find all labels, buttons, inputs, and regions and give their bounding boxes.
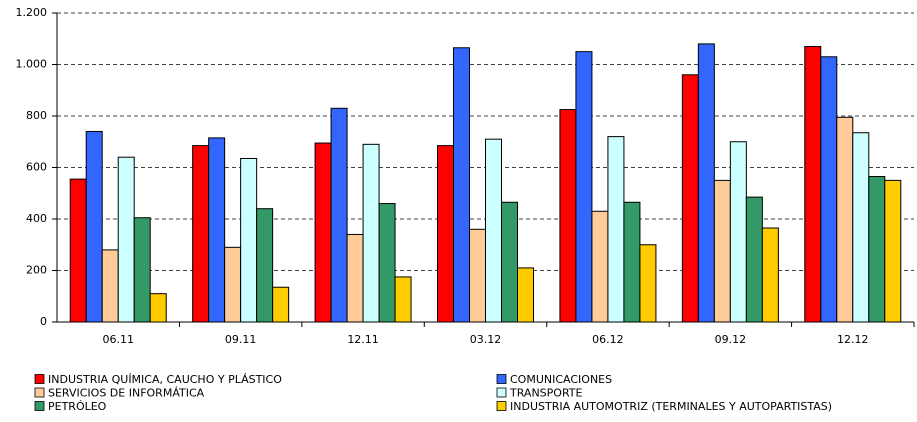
legend-swatch	[496, 374, 507, 384]
x-tick-label: 03.12	[470, 333, 502, 346]
bar	[272, 286, 290, 323]
bar	[485, 138, 502, 323]
bar	[192, 145, 210, 323]
x-tick-label: 12.12	[837, 333, 869, 346]
bar	[394, 276, 412, 323]
bar	[884, 179, 902, 323]
legend-label: TRANSPORTE	[509, 387, 583, 400]
bar	[836, 116, 854, 323]
bar	[607, 136, 625, 323]
bar	[517, 267, 534, 323]
bar	[681, 74, 699, 323]
bar	[240, 157, 258, 323]
bar	[85, 130, 103, 323]
bar	[804, 45, 822, 323]
bar	[437, 145, 454, 323]
bar	[559, 109, 577, 323]
x-tick-label: 09.12	[715, 333, 747, 346]
legend-swatch	[34, 387, 45, 398]
x-tick-label: 06.11	[102, 333, 134, 346]
bar	[469, 228, 486, 323]
bar	[224, 246, 242, 323]
bar	[133, 217, 151, 323]
bar	[820, 56, 838, 323]
legend-swatch	[496, 401, 507, 411]
legend-label: INDUSTRIA AUTOMOTRIZ (TERMINALES Y AUTOP…	[510, 400, 832, 413]
bar	[330, 107, 348, 323]
bar	[314, 142, 332, 323]
bar	[868, 176, 886, 323]
bar	[69, 178, 87, 323]
bar	[761, 227, 779, 323]
legend-swatch	[496, 387, 507, 398]
bar	[378, 203, 396, 323]
bar	[591, 210, 609, 323]
y-tick-label: 1.000	[16, 58, 48, 71]
bar	[117, 156, 135, 323]
legend-swatch	[34, 374, 45, 384]
bar	[623, 201, 641, 323]
y-tick-label: 800	[26, 109, 47, 122]
bar	[745, 196, 763, 323]
bar	[713, 179, 731, 323]
legend-label: PETRÓLEO	[48, 400, 107, 413]
x-tick-label: 12.11	[347, 333, 379, 346]
bar	[453, 47, 470, 323]
legend-label: SERVICIOS DE INFORMÁTICA	[48, 387, 205, 400]
bar	[362, 143, 380, 323]
bar	[639, 244, 657, 323]
y-tick-label: 0	[40, 315, 47, 328]
bar	[501, 201, 518, 323]
bar	[852, 132, 870, 323]
legend-label: COMUNICACIONES	[510, 373, 612, 386]
y-tick-label: 600	[26, 161, 47, 174]
bar	[697, 43, 715, 323]
legend-swatch	[34, 401, 45, 411]
legend-label: INDUSTRIA QUÍMICA, CAUCHO Y PLÁSTICO	[48, 373, 282, 386]
bar	[256, 208, 274, 323]
y-tick-label: 1.200	[16, 6, 48, 19]
bar	[101, 249, 119, 323]
bar	[346, 233, 364, 323]
y-tick-label: 400	[26, 212, 47, 225]
bar	[208, 137, 226, 323]
x-tick-label: 09.11	[225, 333, 257, 346]
x-tick-label: 06.12	[592, 333, 624, 346]
y-tick-label: 200	[26, 264, 47, 277]
bar	[575, 51, 593, 323]
bar	[729, 141, 747, 323]
bar	[149, 293, 167, 323]
